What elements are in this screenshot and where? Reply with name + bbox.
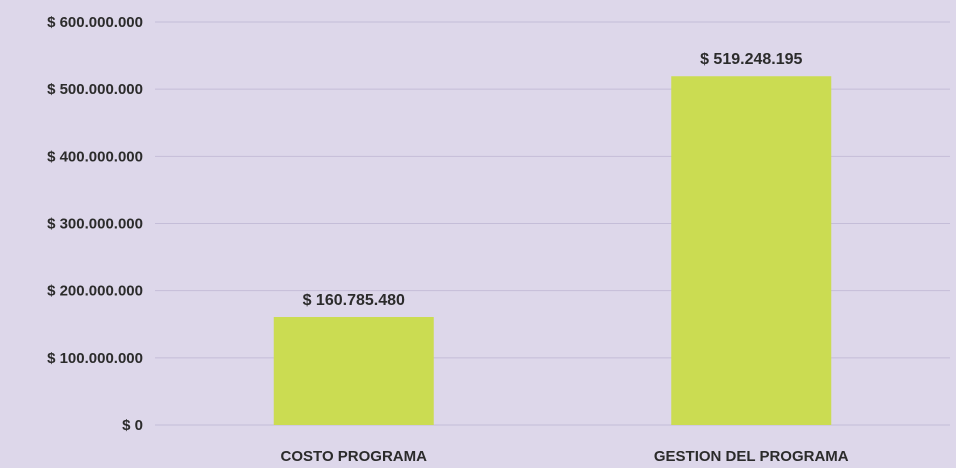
y-tick-label: $ 100.000.000 — [47, 350, 143, 367]
data-label: $ 160.785.480 — [303, 292, 405, 309]
y-axis-tick-labels: $ 0 $ 100.000.000 $ 200.000.000 $ 300.000.0… — [47, 14, 143, 434]
y-tick-label: $ 0 — [122, 417, 143, 434]
y-tick-label: $ 400.000.000 — [47, 148, 143, 165]
y-tick-label: $ 200.000.000 — [47, 283, 143, 300]
y-tick-label: $ 600.000.000 — [47, 14, 143, 31]
bars — [273, 76, 832, 426]
x-axis-category-labels: COSTO PROGRAMA GESTION DEL PROGRAMA — [281, 448, 849, 465]
y-tick-label: $ 300.000.000 — [47, 216, 143, 233]
y-tick-label: $ 500.000.000 — [47, 81, 143, 98]
x-category-label: GESTION DEL PROGRAMA — [654, 448, 849, 465]
data-label: $ 519.248.195 — [700, 51, 802, 68]
bar — [273, 317, 434, 425]
x-category-label: COSTO PROGRAMA — [281, 448, 428, 465]
bar — [671, 76, 832, 426]
data-labels: $ 160.785.480 $ 519.248.195 — [303, 51, 803, 309]
